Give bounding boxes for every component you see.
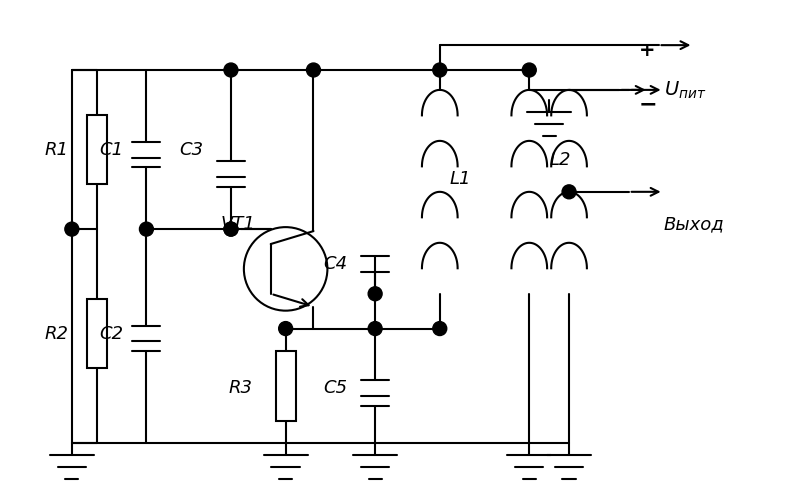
Circle shape xyxy=(368,287,382,301)
Text: $U_{\mathit{пит}}$: $U_{\mathit{пит}}$ xyxy=(663,79,706,100)
Circle shape xyxy=(433,63,446,77)
Bar xyxy=(86,299,106,368)
Circle shape xyxy=(224,222,238,236)
Text: R2: R2 xyxy=(45,324,69,342)
Text: C4: C4 xyxy=(323,255,347,273)
Circle shape xyxy=(368,321,382,335)
Text: C5: C5 xyxy=(323,379,347,397)
Text: R1: R1 xyxy=(45,141,69,159)
Circle shape xyxy=(278,321,293,335)
Text: C3: C3 xyxy=(179,141,203,159)
Text: Выход: Выход xyxy=(663,215,724,233)
Text: L1: L1 xyxy=(450,170,471,189)
Circle shape xyxy=(65,222,78,236)
Circle shape xyxy=(139,222,154,236)
Text: L2: L2 xyxy=(549,151,570,169)
Circle shape xyxy=(224,222,238,236)
Bar xyxy=(86,115,106,184)
Circle shape xyxy=(522,63,536,77)
Text: −: − xyxy=(638,95,658,115)
Circle shape xyxy=(433,321,446,335)
Bar xyxy=(276,351,295,421)
Text: R3: R3 xyxy=(229,379,253,397)
Text: C2: C2 xyxy=(99,324,124,342)
Text: VT1: VT1 xyxy=(221,215,256,233)
Text: +: + xyxy=(638,40,655,59)
Circle shape xyxy=(562,185,576,199)
Circle shape xyxy=(306,63,321,77)
Text: C1: C1 xyxy=(99,141,124,159)
Circle shape xyxy=(224,63,238,77)
